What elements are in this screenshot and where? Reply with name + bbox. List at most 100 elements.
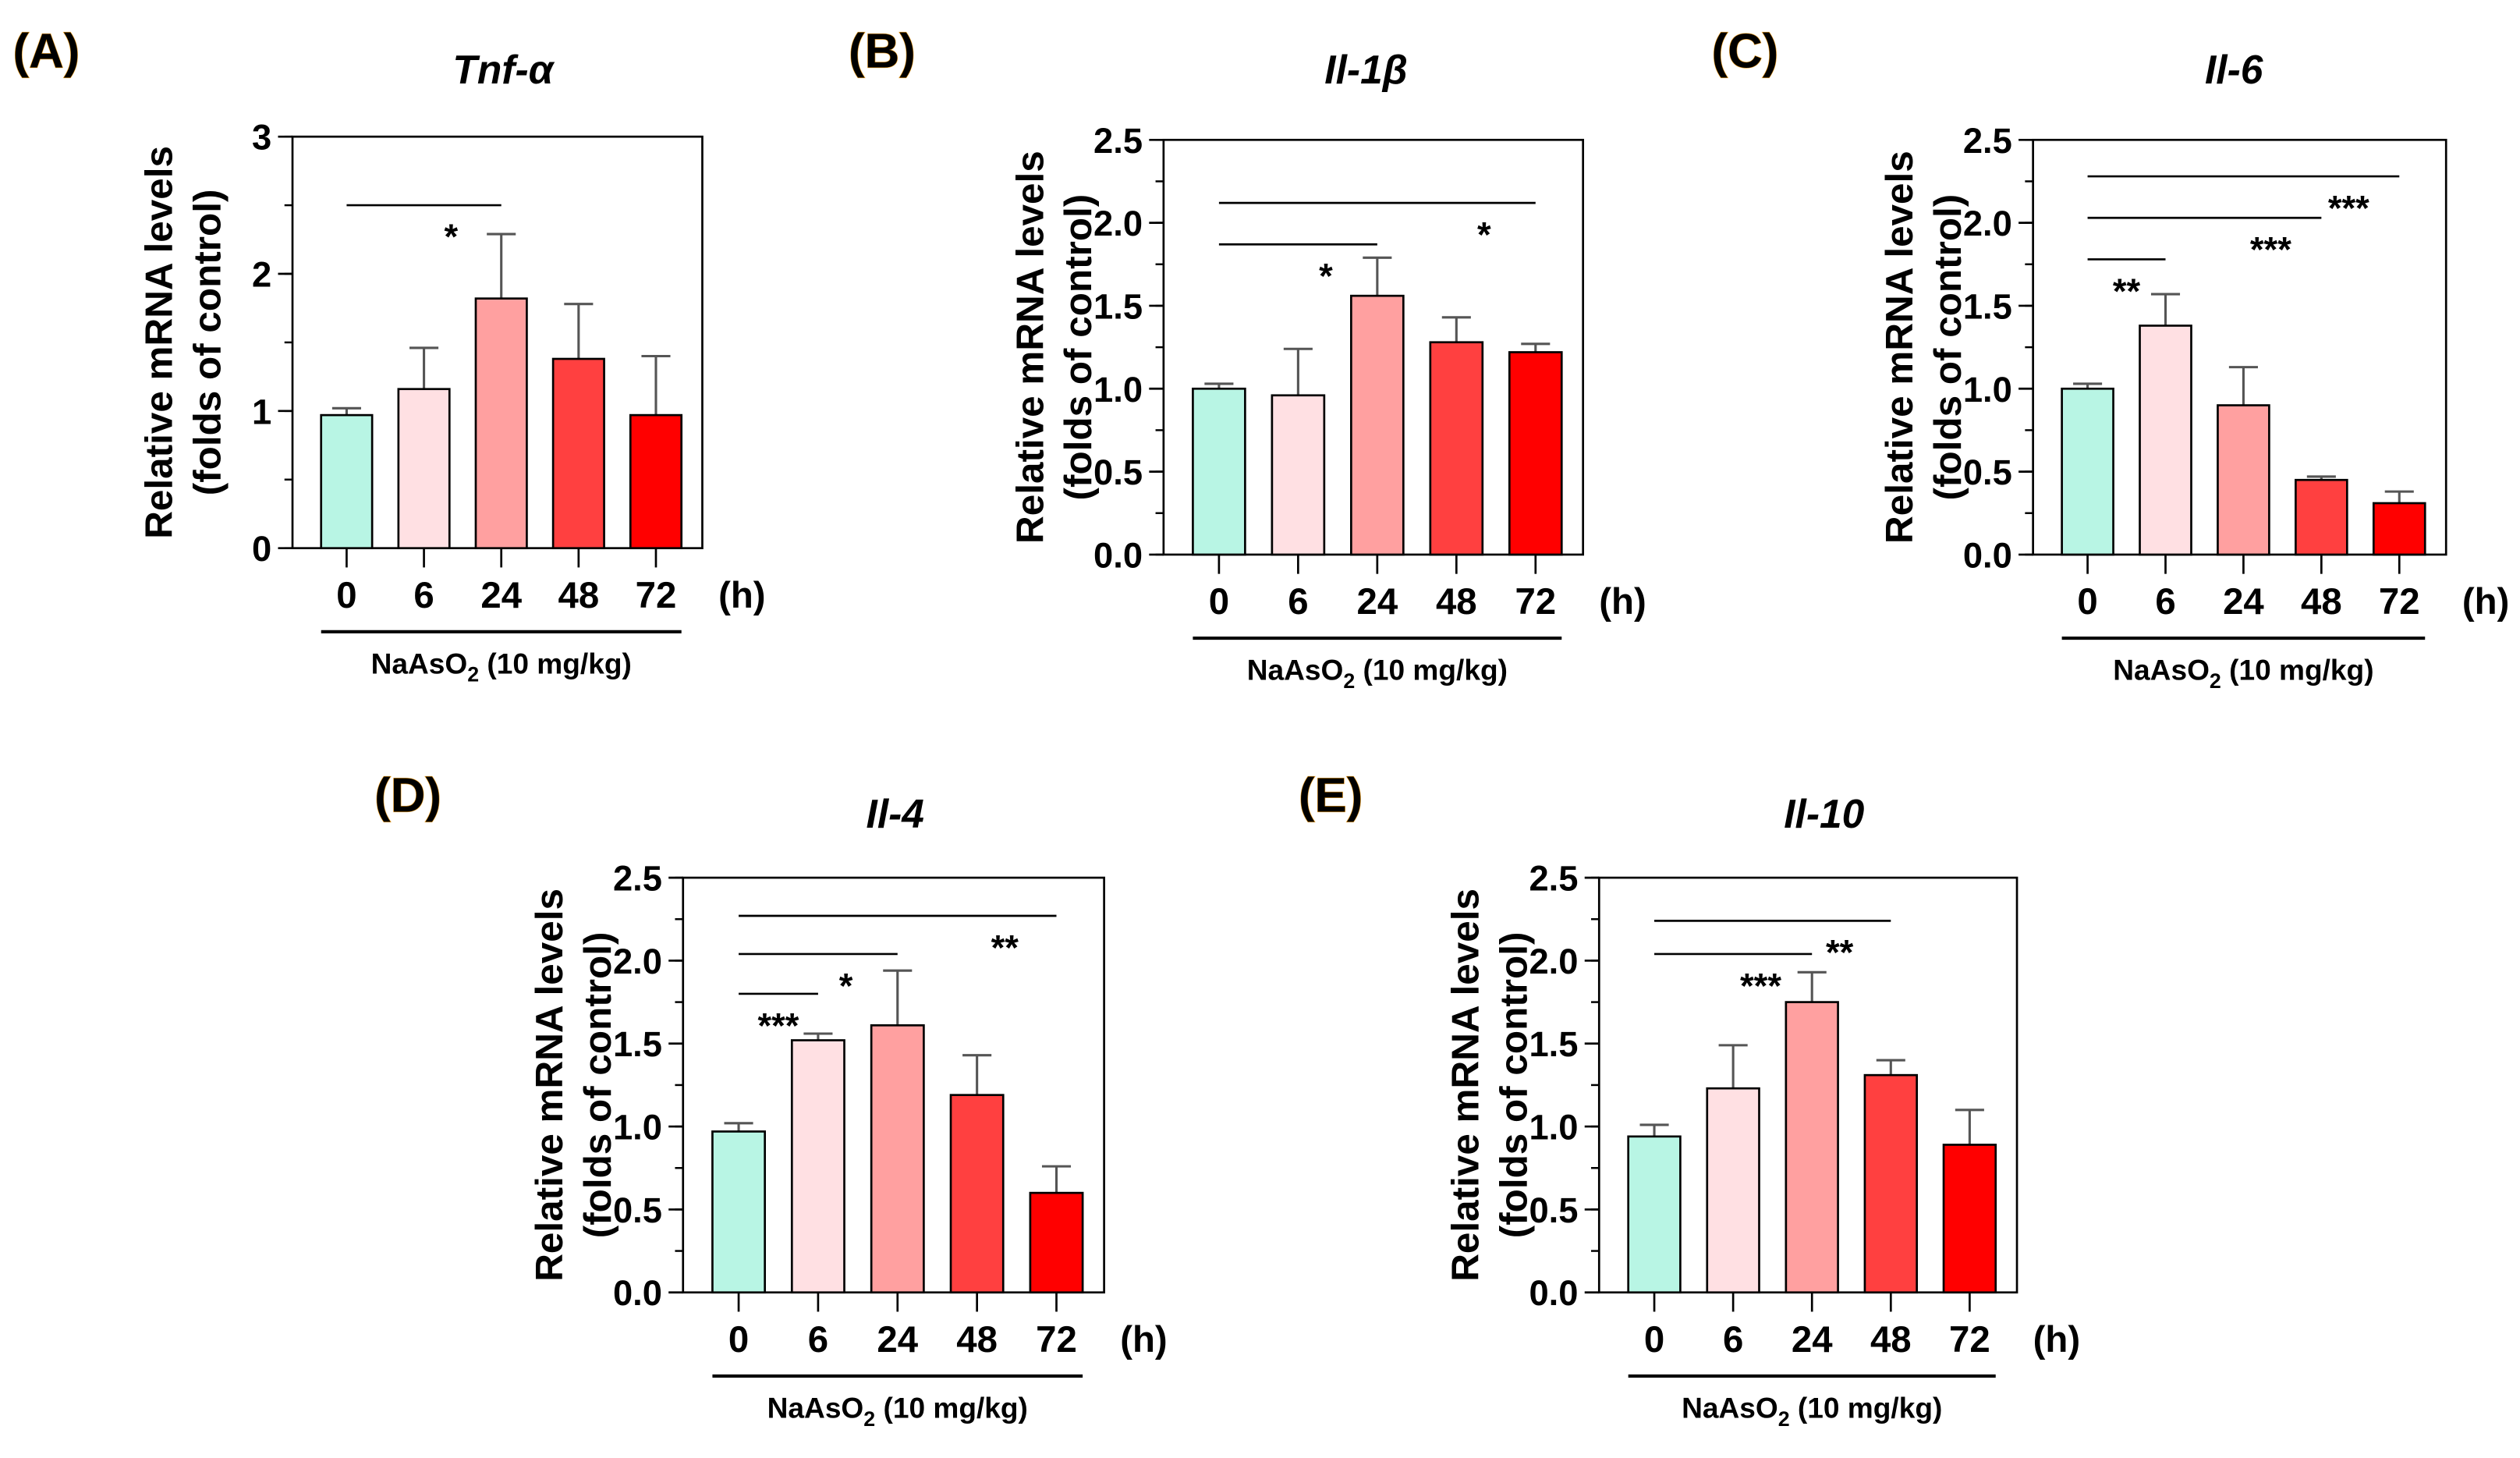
x-tick-label: 72 xyxy=(636,575,677,616)
x-tick-label: 0 xyxy=(728,1319,749,1360)
x-tick-label: 48 xyxy=(956,1319,998,1360)
y-axis-label-line2: (folds of control) xyxy=(1057,194,1100,501)
treatment-dose: (10 mg/kg) xyxy=(875,1391,1028,1424)
chart-title: Il-10 xyxy=(1784,791,1864,836)
treatment-dose: (10 mg/kg) xyxy=(2221,654,2374,686)
y-tick-label: 2.0 xyxy=(1963,204,2012,243)
x-unit-label: (h) xyxy=(1599,581,1646,623)
x-tick-label: 6 xyxy=(1723,1319,1743,1360)
treatment-label: NaAsO2 (10 mg/kg) xyxy=(1247,654,1508,693)
y-tick-label: 0.5 xyxy=(613,1190,662,1230)
panel-label: (D) xyxy=(374,769,441,823)
y-axis-label: Relative mRNA levels (folds of control) xyxy=(528,889,619,1282)
treatment-dose: (10 mg/kg) xyxy=(479,647,632,679)
treatment-subscript: 2 xyxy=(2210,669,2221,693)
x-unit-label: (h) xyxy=(1120,1319,1168,1360)
treatment-subscript: 2 xyxy=(863,1407,875,1431)
y-tick-label: 0.0 xyxy=(1093,535,1143,575)
y-tick-label: 0.0 xyxy=(1529,1273,1578,1313)
significance-marker: *** xyxy=(1740,966,1781,1006)
y-tick-label: 1.0 xyxy=(1963,370,2012,410)
chart-title: Il-4 xyxy=(867,791,924,836)
panel-label: (A) xyxy=(12,25,80,79)
x-tick-label: 0 xyxy=(336,575,356,616)
bar-24h xyxy=(870,1024,925,1294)
treatment-subscript: 2 xyxy=(1778,1407,1790,1431)
x-tick-label: 72 xyxy=(1949,1319,1990,1360)
y-tick-label: 0.0 xyxy=(1963,535,2012,575)
chart-panel-c: (C) Il-6 Relative mRNA levels (folds of con… xyxy=(1711,24,2510,693)
bar-72h xyxy=(1508,351,1563,556)
bar-6h xyxy=(397,388,451,550)
treatment-label: NaAsO2 (10 mg/kg) xyxy=(2113,654,2373,693)
treatment-name: NaAsO xyxy=(371,647,468,679)
x-tick-label: 6 xyxy=(808,1319,828,1360)
y-tick-label: 1.5 xyxy=(1093,286,1143,326)
y-tick-label: 2 xyxy=(252,254,271,294)
y-axis-label-line1: Relative mRNA levels xyxy=(1878,151,1921,544)
bar-48h xyxy=(1863,1073,1918,1294)
chart-panel-a: (A) Tnf-α Relative mRNA levels (folds of co… xyxy=(12,24,766,686)
x-tick-label: 24 xyxy=(480,575,522,616)
y-tick-label: 1.0 xyxy=(1093,370,1143,410)
bar-6h xyxy=(1271,394,1326,556)
treatment-label: NaAsO2 (10 mg/kg) xyxy=(371,647,632,686)
chart-panel-e: (E) Il-10 Relative mRNA levels (folds of co… xyxy=(1298,768,2081,1431)
bar-48h xyxy=(2295,478,2348,556)
x-tick-label: 48 xyxy=(2301,581,2342,623)
y-tick-label: 2.5 xyxy=(1093,121,1143,161)
x-tick-label: 24 xyxy=(1792,1319,1833,1360)
chart-title: Tnf-α xyxy=(452,47,555,92)
y-axis-label-line1: Relative mRNA levels xyxy=(1008,151,1051,544)
y-axis-label: Relative mRNA levels (folds of control) xyxy=(1008,151,1100,544)
chart-title: Il-1β xyxy=(1324,47,1407,92)
y-tick-label: 1.5 xyxy=(613,1024,662,1064)
y-tick-label: 0 xyxy=(252,529,271,569)
y-tick-label: 2.0 xyxy=(1529,942,1578,981)
x-tick-label: 48 xyxy=(558,575,599,616)
x-tick-label: 0 xyxy=(2077,581,2097,623)
bar-24h xyxy=(2217,404,2270,556)
x-unit-label: (h) xyxy=(2033,1319,2081,1360)
bar-72h xyxy=(2372,502,2426,556)
y-tick-label: 1.0 xyxy=(1529,1108,1578,1148)
significance-marker: * xyxy=(839,966,853,1006)
bar-48h xyxy=(949,1094,1005,1294)
bar-0h xyxy=(2061,387,2114,556)
bar-6h xyxy=(2139,325,2192,556)
y-tick-label: 2.5 xyxy=(1963,121,2012,161)
significance-marker: ** xyxy=(2113,271,2141,311)
y-tick-label: 0.5 xyxy=(1093,452,1143,492)
x-tick-label: 0 xyxy=(1644,1319,1664,1360)
bar-6h xyxy=(790,1039,845,1294)
x-unit-label: (h) xyxy=(2462,581,2510,623)
y-axis-label: Relative mRNA levels (folds of control) xyxy=(1878,151,1969,544)
bar-72h xyxy=(1942,1144,1997,1294)
y-tick-label: 0.5 xyxy=(1963,452,2012,492)
x-tick-label: 48 xyxy=(1870,1319,1912,1360)
bar-24h xyxy=(1350,294,1405,556)
treatment-name: NaAsO xyxy=(2113,654,2210,686)
treatment-dose: (10 mg/kg) xyxy=(1790,1391,1943,1424)
y-axis-label-line2: (folds of control) xyxy=(1493,932,1536,1239)
x-tick-label: 24 xyxy=(2223,581,2264,623)
x-tick-label: 48 xyxy=(1436,581,1477,623)
y-axis-label-line1: Relative mRNA levels xyxy=(1444,889,1487,1282)
y-tick-label: 1.5 xyxy=(1529,1024,1578,1064)
x-tick-label: 0 xyxy=(1209,581,1229,623)
panel-label: (E) xyxy=(1299,769,1363,823)
significance-marker: * xyxy=(1319,257,1333,296)
y-axis-label: Relative mRNA levels (folds of control) xyxy=(1444,889,1536,1282)
x-tick-label: 6 xyxy=(413,575,434,616)
significance-marker: ** xyxy=(991,928,1019,967)
y-axis-label-line2: (folds of control) xyxy=(186,190,229,496)
y-axis-label: Relative mRNA levels (folds of control) xyxy=(137,146,229,539)
x-tick-label: 6 xyxy=(1288,581,1308,623)
treatment-name: NaAsO xyxy=(1247,654,1344,686)
panel-label: (B) xyxy=(849,25,916,79)
bar-0h xyxy=(320,413,374,550)
bar-24h xyxy=(474,297,528,550)
treatment-subscript: 2 xyxy=(467,663,479,686)
bar-72h xyxy=(629,413,683,550)
